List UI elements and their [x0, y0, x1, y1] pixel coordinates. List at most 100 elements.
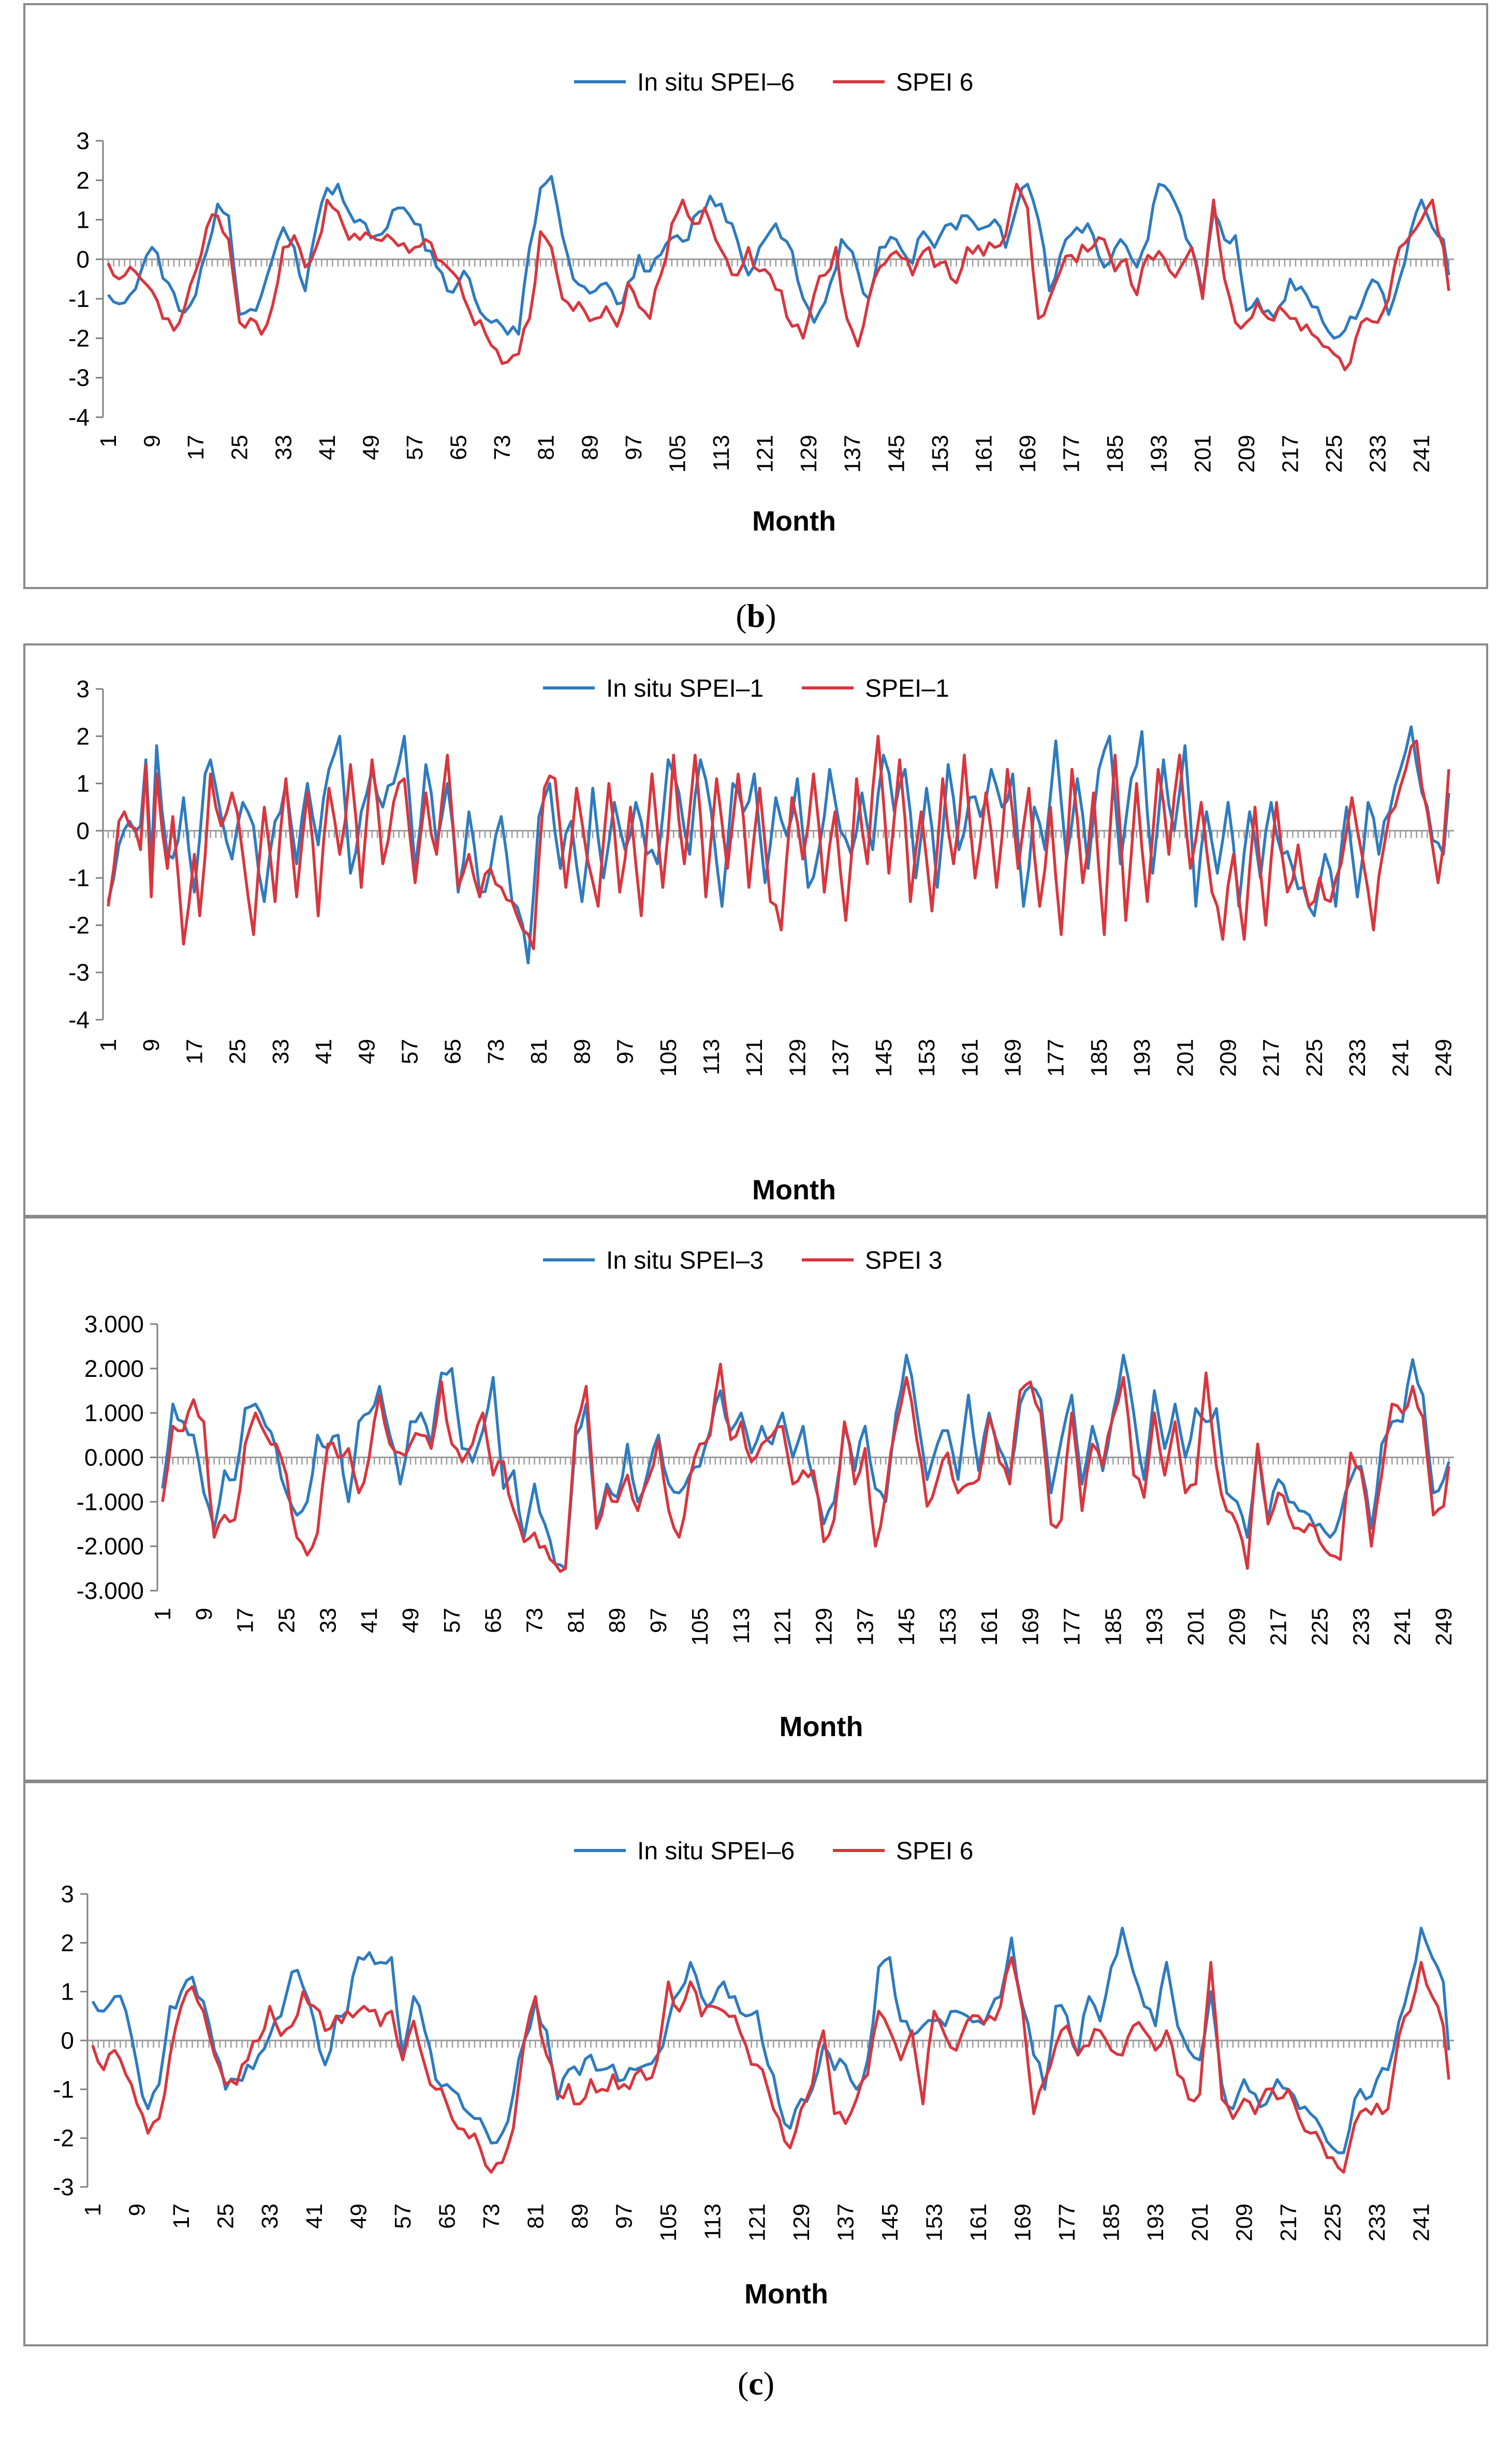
x-tick-label: 177 — [1059, 435, 1084, 473]
x-tick-label: 241 — [1390, 1608, 1415, 1646]
x-tick-label: 129 — [785, 1039, 810, 1077]
x-tick-label: 153 — [922, 2204, 947, 2241]
x-axis-label: Month — [780, 1711, 863, 1742]
y-tick-label: 0.000 — [84, 1444, 144, 1471]
x-tick-label: 185 — [1100, 1608, 1126, 1646]
x-tick-label: 137 — [840, 435, 865, 473]
x-tick-label: 201 — [1183, 1608, 1209, 1646]
x-tick-label: 185 — [1103, 435, 1128, 473]
x-tick-label: 225 — [1320, 2204, 1345, 2241]
y-tick-label: 2 — [61, 1929, 74, 1956]
series-line-in-situ — [91, 1927, 1450, 2154]
month-tick-marks — [92, 2040, 1450, 2048]
y-tick-label: -1 — [68, 285, 90, 312]
x-tick-label: 185 — [1099, 2204, 1124, 2241]
series-line-model — [91, 1956, 1450, 2174]
x-tick-label: 161 — [971, 435, 996, 473]
x-tick-label: 193 — [1143, 2204, 1168, 2241]
x-tick-label: 73 — [479, 2204, 504, 2229]
x-tick-label: 41 — [311, 1039, 336, 1064]
legend-label: SPEI 6 — [896, 1838, 973, 1865]
y-tick-label: 0 — [61, 2027, 74, 2054]
x-tick-label: 193 — [1147, 435, 1172, 473]
y-tick-label: -4 — [68, 404, 90, 431]
x-tick-label: 185 — [1087, 1039, 1112, 1077]
x-tick-label: 89 — [605, 1608, 630, 1633]
x-tick-label: 241 — [1409, 435, 1434, 473]
x-tick-label: 25 — [227, 435, 253, 460]
x-tick-label: 233 — [1345, 1039, 1370, 1077]
x-tick-label: 1 — [150, 1608, 175, 1620]
x-tick-label: 49 — [358, 435, 384, 460]
y-tick-label: -3 — [68, 364, 90, 391]
x-tick-label: 9 — [139, 1039, 164, 1051]
x-tick-label: 1 — [96, 1039, 121, 1051]
x-tick-label: 113 — [709, 435, 734, 471]
x-tick-label: 233 — [1364, 2204, 1390, 2241]
x-tick-label: 17 — [182, 1039, 207, 1064]
x-tick-label: 33 — [268, 1039, 293, 1064]
x-tick-label: 17 — [169, 2204, 194, 2229]
y-tick-label: -3 — [53, 2173, 74, 2200]
x-tick-label: 17 — [183, 435, 209, 460]
x-tick-label: 233 — [1366, 435, 1391, 473]
figure-caption-b: (b) — [736, 597, 776, 634]
x-tick-label: 201 — [1172, 1039, 1198, 1077]
x-tick-label: 9 — [125, 2204, 150, 2216]
x-tick-label: 73 — [490, 435, 515, 460]
chart-b-spei6: 3 2 1 0 -1 -2 -3 -4 1 9 17 25 33 41 49 57 65 73 81 89 97 105 1… — [68, 69, 1454, 537]
x-tick-label: 161 — [966, 2204, 991, 2241]
x-tick-label: 121 — [753, 435, 778, 473]
x-tick-label: 193 — [1142, 1608, 1167, 1646]
x-tick-label: 129 — [796, 435, 821, 473]
x-tick-label: 81 — [534, 435, 559, 460]
x-tick-label: 1 — [96, 435, 121, 447]
x-tick-label: 41 — [315, 435, 340, 460]
x-tick-label: 9 — [192, 1608, 217, 1620]
series-line-model — [107, 183, 1450, 372]
x-tick-label: 129 — [811, 1608, 836, 1646]
y-tick-label: 3 — [76, 675, 90, 702]
y-tick-label: -3 — [68, 959, 90, 986]
y-tick-label: 0 — [76, 246, 90, 273]
x-tick-label: 49 — [354, 1039, 379, 1064]
chart-c-spei1: 3 2 1 0 -1 -2 -3 -4 1 9 17 25 33 41 49 57 65 73 81 89 97 105 1… — [68, 675, 1457, 1206]
y-tick-label: 1 — [76, 207, 90, 233]
x-tick-label: 89 — [577, 435, 603, 460]
x-tick-label: 33 — [315, 1608, 341, 1633]
x-tick-label: 33 — [271, 435, 296, 460]
y-tick-label: 1.000 — [84, 1400, 144, 1427]
x-tick-label: 73 — [483, 1039, 509, 1064]
y-tick-label: 3.000 — [84, 1311, 144, 1338]
chart-c-spei6: 3 2 1 0 -1 -2 -3 1 9 17 25 33 41 49 57 65 73 81 89 97 105 113… — [53, 1838, 1454, 2310]
x-tick-label: 97 — [646, 1608, 671, 1633]
x-axis-label: Month — [744, 2279, 828, 2310]
x-tick-label: 177 — [1044, 1039, 1069, 1077]
legend-label: In situ SPEI–1 — [606, 675, 764, 702]
y-tick-label: -1 — [68, 864, 90, 891]
x-tick-label: 209 — [1231, 2204, 1257, 2241]
legend-label: SPEI–1 — [865, 675, 949, 702]
x-tick-label: 65 — [441, 1039, 466, 1064]
x-tick-label: 217 — [1276, 2204, 1301, 2241]
x-tick-label: 169 — [1018, 1608, 1044, 1646]
x-tick-label: 225 — [1302, 1039, 1327, 1077]
x-tick-label: 113 — [729, 1608, 754, 1644]
x-tick-label: 209 — [1225, 1608, 1250, 1646]
x-tick-label: 137 — [833, 2204, 858, 2241]
x-tick-label: 65 — [481, 1608, 506, 1633]
y-tick-label: -2.000 — [77, 1533, 144, 1560]
y-tick-label: 2 — [76, 723, 90, 750]
x-tick-label: 137 — [853, 1608, 878, 1646]
x-tick-label: 41 — [302, 2204, 327, 2229]
x-tick-label: 161 — [977, 1608, 1002, 1646]
x-tick-label: 145 — [877, 2204, 903, 2241]
x-tick-label: 145 — [894, 1608, 919, 1646]
x-tick-label: 65 — [434, 2204, 460, 2229]
series-line-model — [107, 735, 1450, 950]
y-tick-label: -2 — [68, 325, 90, 351]
x-tick-label: 177 — [1060, 1608, 1085, 1646]
x-tick-label: 233 — [1348, 1608, 1374, 1646]
y-tick-label: -2 — [53, 2125, 74, 2152]
